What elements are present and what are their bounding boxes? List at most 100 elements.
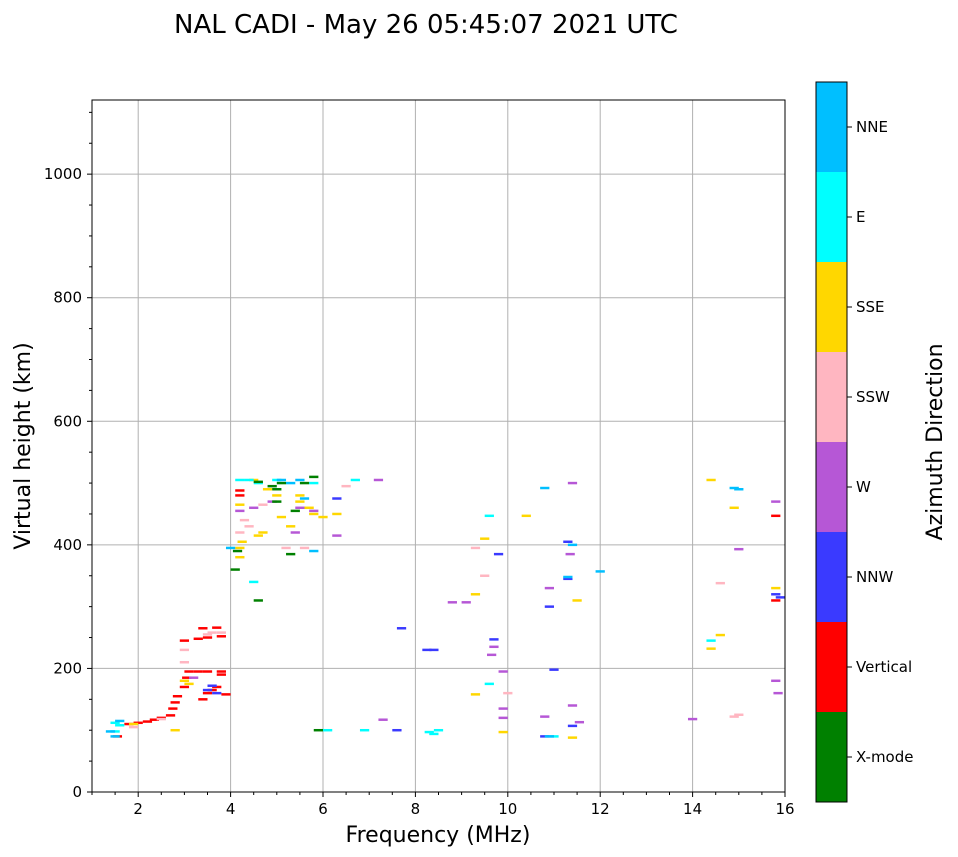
data-point-vertical bbox=[202, 691, 213, 695]
data-point-sse bbox=[498, 730, 508, 734]
data-point-x-mode bbox=[253, 480, 263, 484]
data-point-sse bbox=[332, 512, 342, 516]
data-point-w bbox=[235, 509, 245, 513]
data-point-vertical bbox=[216, 670, 226, 673]
y-tick-label: 800 bbox=[53, 289, 82, 307]
colorbar-segment bbox=[816, 532, 847, 622]
data-point-nnw bbox=[332, 497, 342, 500]
data-point-x-mode bbox=[309, 475, 319, 479]
colorbar-title: Azimuth Direction bbox=[923, 343, 948, 540]
data-point-nnw bbox=[392, 728, 402, 732]
y-tick-label: 0 bbox=[72, 783, 82, 801]
data-point-vertical bbox=[235, 494, 245, 497]
data-point-nnw bbox=[549, 668, 559, 671]
data-point-nnw bbox=[396, 627, 407, 630]
data-point-nnw bbox=[567, 724, 578, 728]
y-tick-label: 600 bbox=[53, 412, 82, 430]
data-point-sse bbox=[771, 586, 781, 590]
data-point-w bbox=[249, 506, 259, 510]
data-point-nnw bbox=[771, 593, 781, 596]
data-point-w bbox=[295, 506, 305, 510]
data-point-w bbox=[487, 653, 497, 657]
data-point-vertical bbox=[235, 489, 245, 492]
data-point-nne bbox=[595, 570, 605, 573]
y-tick-label: 1000 bbox=[44, 165, 82, 183]
data-point-e bbox=[350, 478, 360, 482]
data-point-w bbox=[565, 552, 575, 556]
data-point-ssw bbox=[480, 574, 490, 577]
data-point-sse bbox=[258, 531, 268, 534]
x-tick-label: 4 bbox=[226, 800, 236, 818]
data-point-e bbox=[249, 580, 259, 584]
colorbar-segment bbox=[816, 82, 847, 172]
colorbar-label: E bbox=[856, 208, 865, 226]
data-point-sse bbox=[480, 537, 490, 540]
data-point-sse bbox=[170, 728, 180, 732]
colorbar-label: SSW bbox=[856, 388, 890, 406]
data-point-e bbox=[110, 730, 120, 733]
x-tick-label: 12 bbox=[591, 800, 610, 818]
data-point-nnw bbox=[202, 688, 213, 692]
data-point-nnw bbox=[207, 684, 217, 687]
data-point-w bbox=[773, 691, 783, 695]
data-point-x-mode bbox=[313, 728, 323, 732]
data-point-sse bbox=[253, 534, 263, 537]
data-point-nne bbox=[544, 735, 554, 738]
data-point-sse bbox=[179, 679, 190, 683]
data-point-vertical bbox=[168, 707, 178, 710]
x-tick-label: 2 bbox=[133, 800, 143, 818]
data-point-e bbox=[433, 728, 444, 732]
y-tick-label: 200 bbox=[53, 659, 82, 677]
data-point-w bbox=[309, 509, 319, 513]
data-point-sse bbox=[235, 546, 245, 550]
data-point-sse bbox=[521, 514, 531, 518]
data-point-x-mode bbox=[232, 549, 243, 553]
data-point-vertical bbox=[165, 714, 176, 717]
data-point-w bbox=[498, 716, 508, 720]
data-point-e bbox=[244, 478, 254, 482]
colorbar-label: W bbox=[856, 478, 871, 496]
data-points bbox=[105, 475, 785, 739]
data-point-ssw bbox=[202, 633, 213, 636]
x-tick-label: 10 bbox=[498, 800, 517, 818]
data-point-sse bbox=[572, 599, 582, 602]
data-point-w bbox=[189, 676, 199, 679]
data-point-sse bbox=[470, 593, 481, 596]
data-point-e bbox=[484, 682, 494, 686]
data-point-vertical bbox=[179, 639, 190, 642]
data-point-e bbox=[359, 728, 370, 732]
data-point-sse bbox=[706, 478, 716, 482]
data-point-e bbox=[110, 721, 120, 725]
data-point-e bbox=[706, 639, 716, 642]
data-point-vertical bbox=[184, 670, 194, 673]
data-point-nnw bbox=[775, 596, 785, 599]
data-point-w bbox=[332, 534, 342, 537]
data-point-nne bbox=[115, 719, 125, 723]
colorbar-label: Vertical bbox=[856, 658, 912, 676]
data-point-nnw bbox=[563, 577, 573, 581]
data-point-vertical bbox=[149, 718, 159, 721]
colorbar-segment bbox=[816, 622, 847, 712]
data-point-nnw bbox=[544, 605, 554, 608]
axis-ticks: 2 4 6 8 10 12 14 16 0 200 400 600 800 1000 bbox=[44, 111, 795, 818]
data-point-e bbox=[484, 514, 494, 518]
data-point-w bbox=[544, 586, 554, 590]
data-point-sse bbox=[286, 525, 296, 528]
data-point-ssw bbox=[179, 648, 190, 652]
data-point-ssw bbox=[128, 725, 139, 729]
x-axis-label: Frequency (MHz) bbox=[346, 823, 531, 848]
data-point-sse bbox=[272, 494, 282, 497]
data-point-vertical bbox=[198, 627, 208, 630]
data-point-x-mode bbox=[276, 481, 287, 485]
grid-lines bbox=[92, 100, 786, 793]
data-point-sse bbox=[235, 555, 245, 559]
data-point-vertical bbox=[193, 670, 203, 673]
data-point-nne bbox=[567, 543, 578, 547]
data-point-e bbox=[115, 724, 125, 727]
data-point-nnw bbox=[563, 540, 573, 544]
data-point-sse bbox=[304, 506, 314, 510]
x-tick-label: 16 bbox=[775, 800, 794, 818]
data-point-w bbox=[373, 478, 384, 482]
colorbar-segment bbox=[816, 352, 847, 442]
data-point-ssw bbox=[156, 717, 166, 721]
